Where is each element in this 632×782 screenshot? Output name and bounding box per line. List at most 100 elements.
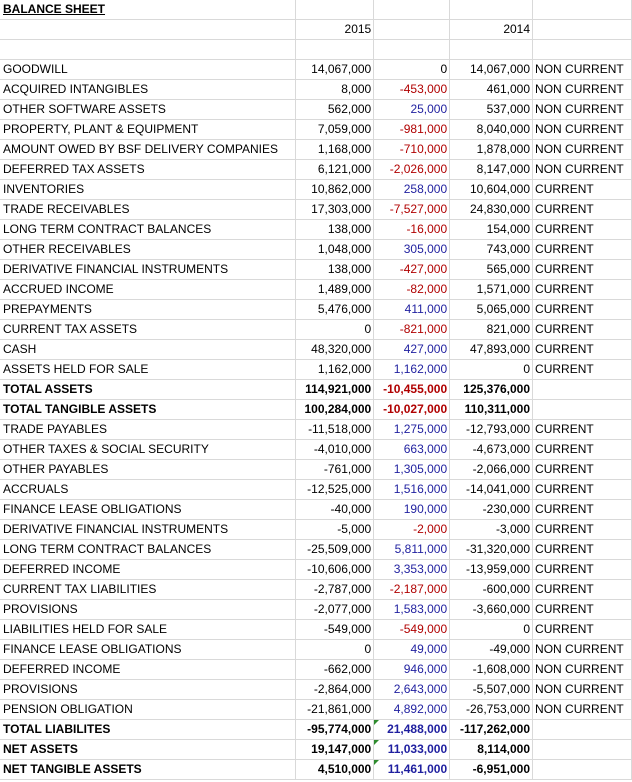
- row-label[interactable]: PREPAYMENTS: [0, 299, 297, 320]
- value-2015[interactable]: 6,121,000: [295, 159, 375, 180]
- value-2014[interactable]: 0: [449, 359, 534, 380]
- value-2015[interactable]: 138,000: [295, 219, 375, 240]
- value-change[interactable]: 190,000: [373, 499, 451, 520]
- row-label[interactable]: DEFERRED INCOME: [0, 559, 297, 580]
- empty-cell[interactable]: [0, 19, 297, 40]
- header-2014[interactable]: 2014: [449, 19, 534, 40]
- value-2014[interactable]: 24,830,000: [449, 199, 534, 220]
- row-label[interactable]: PROVISIONS: [0, 599, 297, 620]
- row-label[interactable]: TRADE PAYABLES: [0, 419, 297, 440]
- value-change[interactable]: 11,033,000: [373, 739, 451, 760]
- value-2015[interactable]: 5,476,000: [295, 299, 375, 320]
- value-change[interactable]: -10,455,000: [373, 379, 451, 400]
- row-classification[interactable]: CURRENT: [532, 539, 632, 560]
- row-classification[interactable]: CURRENT: [532, 179, 632, 200]
- row-classification[interactable]: CURRENT: [532, 339, 632, 360]
- value-change[interactable]: 11,461,000: [373, 759, 451, 780]
- row-label[interactable]: CURRENT TAX ASSETS: [0, 319, 297, 340]
- value-change[interactable]: -10,027,000: [373, 399, 451, 420]
- empty-cell[interactable]: [373, 0, 451, 20]
- value-change[interactable]: 427,000: [373, 339, 451, 360]
- empty-cell[interactable]: [532, 0, 632, 20]
- value-2014[interactable]: -49,000: [449, 639, 534, 660]
- empty-cell[interactable]: [295, 39, 375, 60]
- value-2015[interactable]: -40,000: [295, 499, 375, 520]
- value-2014[interactable]: -117,262,000: [449, 719, 534, 740]
- value-2014[interactable]: 8,040,000: [449, 119, 534, 140]
- value-change[interactable]: 663,000: [373, 439, 451, 460]
- value-2015[interactable]: 0: [295, 639, 375, 660]
- row-label[interactable]: FINANCE LEASE OBLIGATIONS: [0, 499, 297, 520]
- row-classification[interactable]: CURRENT: [532, 599, 632, 620]
- value-change[interactable]: 305,000: [373, 239, 451, 260]
- row-label[interactable]: NET ASSETS: [0, 739, 297, 760]
- row-classification[interactable]: CURRENT: [532, 359, 632, 380]
- row-label[interactable]: AMOUNT OWED BY BSF DELIVERY COMPANIES: [0, 139, 297, 160]
- row-label[interactable]: ACCRUALS: [0, 479, 297, 500]
- value-2015[interactable]: 1,168,000: [295, 139, 375, 160]
- value-2014[interactable]: -600,000: [449, 579, 534, 600]
- value-change[interactable]: -2,026,000: [373, 159, 451, 180]
- value-2014[interactable]: -14,041,000: [449, 479, 534, 500]
- row-classification[interactable]: CURRENT: [532, 199, 632, 220]
- value-2014[interactable]: 125,376,000: [449, 379, 534, 400]
- row-classification[interactable]: NON CURRENT: [532, 59, 632, 80]
- value-2015[interactable]: 8,000: [295, 79, 375, 100]
- row-label[interactable]: TRADE RECEIVABLES: [0, 199, 297, 220]
- value-2014[interactable]: 565,000: [449, 259, 534, 280]
- row-classification[interactable]: CURRENT: [532, 519, 632, 540]
- row-classification[interactable]: CURRENT: [532, 219, 632, 240]
- value-2015[interactable]: -549,000: [295, 619, 375, 640]
- value-2015[interactable]: -5,000: [295, 519, 375, 540]
- row-classification[interactable]: NON CURRENT: [532, 119, 632, 140]
- value-2014[interactable]: 1,571,000: [449, 279, 534, 300]
- value-change[interactable]: 1,162,000: [373, 359, 451, 380]
- value-2015[interactable]: -11,518,000: [295, 419, 375, 440]
- value-change[interactable]: -82,000: [373, 279, 451, 300]
- row-classification[interactable]: NON CURRENT: [532, 639, 632, 660]
- row-label[interactable]: TOTAL TANGIBLE ASSETS: [0, 399, 297, 420]
- empty-cell[interactable]: [532, 19, 632, 40]
- value-2014[interactable]: 0: [449, 619, 534, 640]
- row-classification[interactable]: CURRENT: [532, 579, 632, 600]
- value-2015[interactable]: -10,606,000: [295, 559, 375, 580]
- row-classification[interactable]: [532, 379, 632, 400]
- row-classification[interactable]: NON CURRENT: [532, 679, 632, 700]
- value-2014[interactable]: -12,793,000: [449, 419, 534, 440]
- value-change[interactable]: 49,000: [373, 639, 451, 660]
- value-2014[interactable]: 154,000: [449, 219, 534, 240]
- value-2015[interactable]: -2,787,000: [295, 579, 375, 600]
- sheet-title[interactable]: BALANCE SHEET: [0, 0, 297, 20]
- value-2015[interactable]: -4,010,000: [295, 439, 375, 460]
- value-change[interactable]: 258,000: [373, 179, 451, 200]
- value-2014[interactable]: -31,320,000: [449, 539, 534, 560]
- row-label[interactable]: GOODWILL: [0, 59, 297, 80]
- value-2015[interactable]: -662,000: [295, 659, 375, 680]
- value-2015[interactable]: 4,510,000: [295, 759, 375, 780]
- value-2015[interactable]: 14,067,000: [295, 59, 375, 80]
- row-classification[interactable]: CURRENT: [532, 419, 632, 440]
- row-classification[interactable]: CURRENT: [532, 619, 632, 640]
- value-2014[interactable]: 821,000: [449, 319, 534, 340]
- value-2014[interactable]: -1,608,000: [449, 659, 534, 680]
- row-label[interactable]: TOTAL ASSETS: [0, 379, 297, 400]
- row-label[interactable]: CASH: [0, 339, 297, 360]
- value-change[interactable]: -821,000: [373, 319, 451, 340]
- empty-cell[interactable]: [373, 39, 451, 60]
- value-change[interactable]: 1,305,000: [373, 459, 451, 480]
- row-label[interactable]: LIABILITIES HELD FOR SALE: [0, 619, 297, 640]
- row-classification[interactable]: NON CURRENT: [532, 159, 632, 180]
- value-2015[interactable]: 100,284,000: [295, 399, 375, 420]
- row-label[interactable]: TOTAL LIABILITES: [0, 719, 297, 740]
- row-label[interactable]: PROPERTY, PLANT & EQUIPMENT: [0, 119, 297, 140]
- row-label[interactable]: OTHER PAYABLES: [0, 459, 297, 480]
- row-classification[interactable]: CURRENT: [532, 279, 632, 300]
- row-classification[interactable]: CURRENT: [532, 479, 632, 500]
- value-2015[interactable]: -95,774,000: [295, 719, 375, 740]
- row-classification[interactable]: NON CURRENT: [532, 659, 632, 680]
- value-change[interactable]: 4,892,000: [373, 699, 451, 720]
- row-label[interactable]: OTHER RECEIVABLES: [0, 239, 297, 260]
- row-label[interactable]: CURRENT TAX LIABILITIES: [0, 579, 297, 600]
- value-2015[interactable]: 48,320,000: [295, 339, 375, 360]
- row-classification[interactable]: CURRENT: [532, 499, 632, 520]
